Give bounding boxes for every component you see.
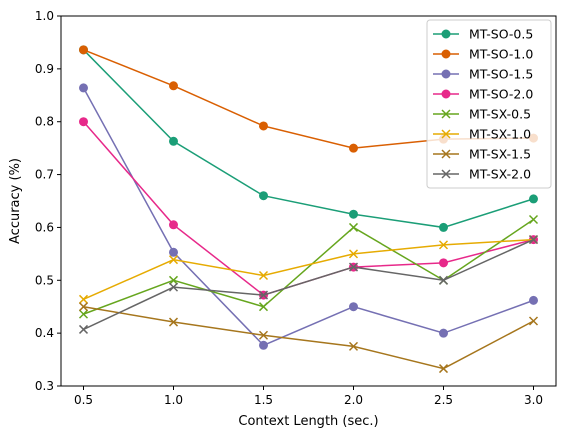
legend-marker: [441, 129, 451, 139]
legend-entry-mt-so-2-0: MT-SO-2.0: [433, 87, 533, 102]
data-point-mt-so-1-5: [169, 247, 178, 257]
data-point-mt-sx-1-5: [168, 317, 179, 327]
plot-frame: [60, 15, 557, 387]
series-line-mt-so-1-5: [82, 87, 534, 347]
data-point-mt-sx-1-0: [78, 294, 89, 304]
data-point-mt-so-1-5: [79, 83, 88, 93]
y-axis: 0.3 0.4 0.5 0.6 0.7 0.8 0.9 1.0: [35, 9, 61, 393]
legend-entry-mt-so-1-5: MT-SO-1.5: [433, 67, 533, 82]
data-point-mt-so-1-5: [259, 340, 268, 350]
series-mt-sx-2-0: [78, 235, 539, 334]
data-point-mt-so-1-5: [529, 295, 538, 305]
data-point-mt-sx-1-5: [258, 330, 269, 340]
data-point-mt-sx-0-5: [528, 214, 539, 225]
legend-label: MT-SO-2.0: [469, 87, 533, 102]
data-point-mt-so-1-0: [169, 81, 178, 91]
legend-entry-mt-so-1-0: MT-SO-1.0: [433, 47, 533, 62]
legend-label: MT-SO-0.5: [469, 27, 533, 42]
data-point-mt-so-0-5: [529, 194, 538, 204]
series-mt-sx-1-5: [78, 302, 539, 374]
data-point-mt-sx-0-5: [348, 222, 359, 232]
y-tick-label: 1.0: [35, 9, 54, 23]
x-tick-label: 0.5: [74, 393, 93, 407]
data-point-mt-sx-1-5: [528, 316, 539, 326]
legend-marker: [441, 149, 451, 159]
legend-label: MT-SX-1.0: [469, 127, 531, 142]
data-point-mt-so-0-5: [169, 136, 178, 146]
legend-entry-mt-sx-1-0: MT-SX-1.0: [433, 127, 531, 142]
data-point-mt-sx-2-0: [438, 275, 449, 285]
legend-marker: [441, 49, 451, 59]
y-axis-label: Accuracy (%): [8, 158, 23, 244]
data-point-mt-so-0-5: [349, 209, 358, 219]
legend-entry-mt-so-0-5: MT-SO-0.5: [433, 27, 533, 42]
legend-marker: [441, 69, 451, 79]
series-line-mt-sx-2-0: [83, 238, 534, 331]
y-tick-label: 0.8: [35, 115, 54, 129]
legend-marker: [441, 29, 451, 39]
series-mt-so-0-5: [79, 45, 538, 232]
data-point-mt-sx-1-5: [438, 364, 449, 374]
data-point-mt-sx-1-0: [348, 249, 359, 259]
legend-marker: [441, 109, 451, 119]
legend-marker: [441, 169, 451, 179]
data-point-mt-sx-0-5: [258, 302, 269, 312]
data-point-mt-sx-1-5: [348, 341, 359, 351]
series-mt-sx-0-5: [78, 214, 539, 319]
data-point-mt-so-1-0: [349, 143, 358, 153]
data-point-mt-so-2-0: [439, 258, 448, 268]
x-tick-label: 2.0: [344, 393, 363, 407]
x-axis-label: Context Length (sec.): [238, 414, 378, 429]
data-point-mt-sx-2-0: [528, 235, 539, 245]
data-point-mt-so-2-0: [79, 117, 88, 127]
data-point-mt-sx-2-0: [78, 324, 89, 334]
data-point-mt-so-1-0: [79, 45, 88, 55]
data-point-mt-sx-1-0: [168, 255, 179, 265]
y-tick-label: 0.5: [35, 273, 54, 287]
legend-entry-mt-sx-1-5: MT-SX-1.5: [433, 147, 531, 162]
x-tick-label: 2.5: [434, 393, 453, 407]
legend-label: MT-SX-2.0: [469, 167, 531, 182]
y-tick-label: 0.3: [35, 379, 54, 393]
x-tick-label: 1.5: [254, 393, 273, 407]
series-line-mt-so-0-5: [82, 49, 534, 229]
data-point-mt-so-1-5: [349, 302, 358, 312]
legend-label: MT-SO-1.5: [469, 67, 533, 82]
series-layer: [78, 45, 539, 374]
series-line-mt-sx-1-0: [83, 238, 534, 301]
legend-label: MT-SX-1.5: [469, 147, 531, 162]
legend-box: [426, 19, 552, 189]
data-point-mt-sx-1-5: [78, 302, 89, 312]
series-mt-so-1-5: [79, 83, 538, 350]
y-tick-label: 0.9: [35, 62, 54, 76]
y-tick-label: 0.4: [35, 326, 54, 340]
legend-label: MT-SO-1.0: [469, 47, 533, 62]
data-point-mt-sx-0-5: [168, 275, 179, 285]
legend-marker: [441, 89, 451, 99]
x-tick-label: 3.0: [524, 393, 543, 407]
legend-entry-mt-sx-2-0: MT-SX-2.0: [433, 167, 531, 182]
data-point-mt-sx-1-0: [258, 270, 269, 281]
data-point-mt-sx-2-0: [348, 262, 359, 272]
legend-entry-mt-sx-0-5: MT-SX-0.5: [433, 107, 531, 122]
data-point-mt-so-1-5: [439, 328, 448, 338]
y-tick-label: 0.6: [35, 220, 54, 234]
y-tick-label: 0.7: [35, 168, 54, 182]
x-axis: 0.5 1.0 1.5 2.0 2.5 3.0: [74, 386, 543, 407]
legend: MT-SO-0.5 MT-SO-1.0 MT-SO-1.5 MT-SO-2.0 MT-S…: [426, 19, 552, 189]
data-point-mt-sx-2-0: [168, 282, 179, 292]
data-point-mt-so-0-5: [439, 222, 448, 232]
data-point-mt-so-1-0: [259, 121, 268, 131]
x-tick-label: 1.0: [164, 393, 183, 407]
series-line-mt-sx-1-5: [83, 305, 534, 370]
data-point-mt-so-2-0: [169, 220, 178, 230]
data-point-mt-sx-0-5: [78, 309, 89, 319]
data-point-mt-sx-1-0: [438, 240, 449, 250]
legend-label: MT-SX-0.5: [469, 107, 531, 122]
series-line-mt-sx-0-5: [83, 218, 534, 315]
data-point-mt-so-0-5: [259, 191, 268, 201]
data-point-mt-sx-2-0: [258, 290, 269, 300]
